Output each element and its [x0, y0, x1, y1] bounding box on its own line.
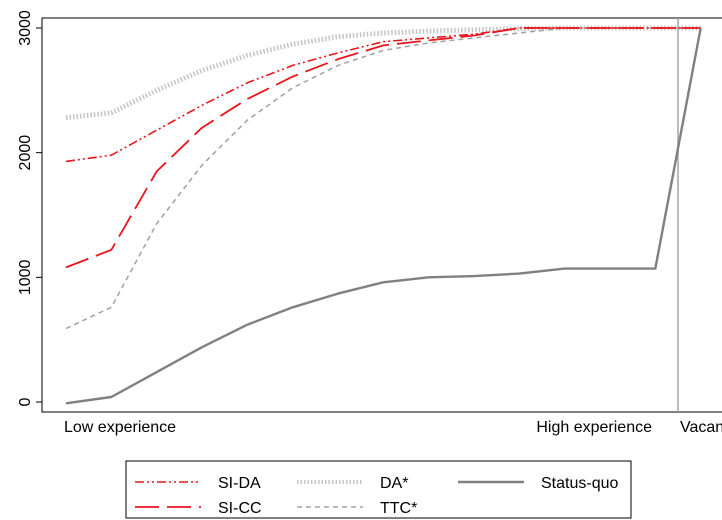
- y-tick-label-3000: 3000: [17, 10, 34, 46]
- series-line-status-quo: [65, 27, 702, 405]
- legend-label-ttc: TTC*: [380, 500, 417, 517]
- x-category-label-low-experience: Low experience: [64, 419, 176, 436]
- legend: SI-DA SI-CC DA* TTC* Status-quo: [125, 460, 632, 519]
- plot-frame: [41, 17, 722, 413]
- legend-label-si-da: SI-DA: [218, 475, 261, 492]
- legend-label-si-cc: SI-CC: [218, 500, 262, 517]
- y-axis: 0 1000 2000 3000: [17, 10, 42, 406]
- series-line-si-da: [65, 27, 701, 163]
- series-line-si-cc: [65, 27, 701, 269]
- x-category-label-vacant: Vacant: [680, 419, 722, 436]
- plot-area: [41, 17, 722, 413]
- x-axis: Low experience High experience Vacant: [64, 419, 722, 436]
- x-category-label-high-experience: High experience: [536, 419, 652, 436]
- y-tick-label-0: 0: [17, 397, 34, 406]
- legend-label-status-quo: Status-quo: [541, 475, 618, 492]
- y-tick-label-1000: 1000: [17, 259, 34, 295]
- legend-label-da: DA*: [380, 475, 408, 492]
- y-tick-label-2000: 2000: [17, 135, 34, 171]
- legend-box: [125, 460, 632, 519]
